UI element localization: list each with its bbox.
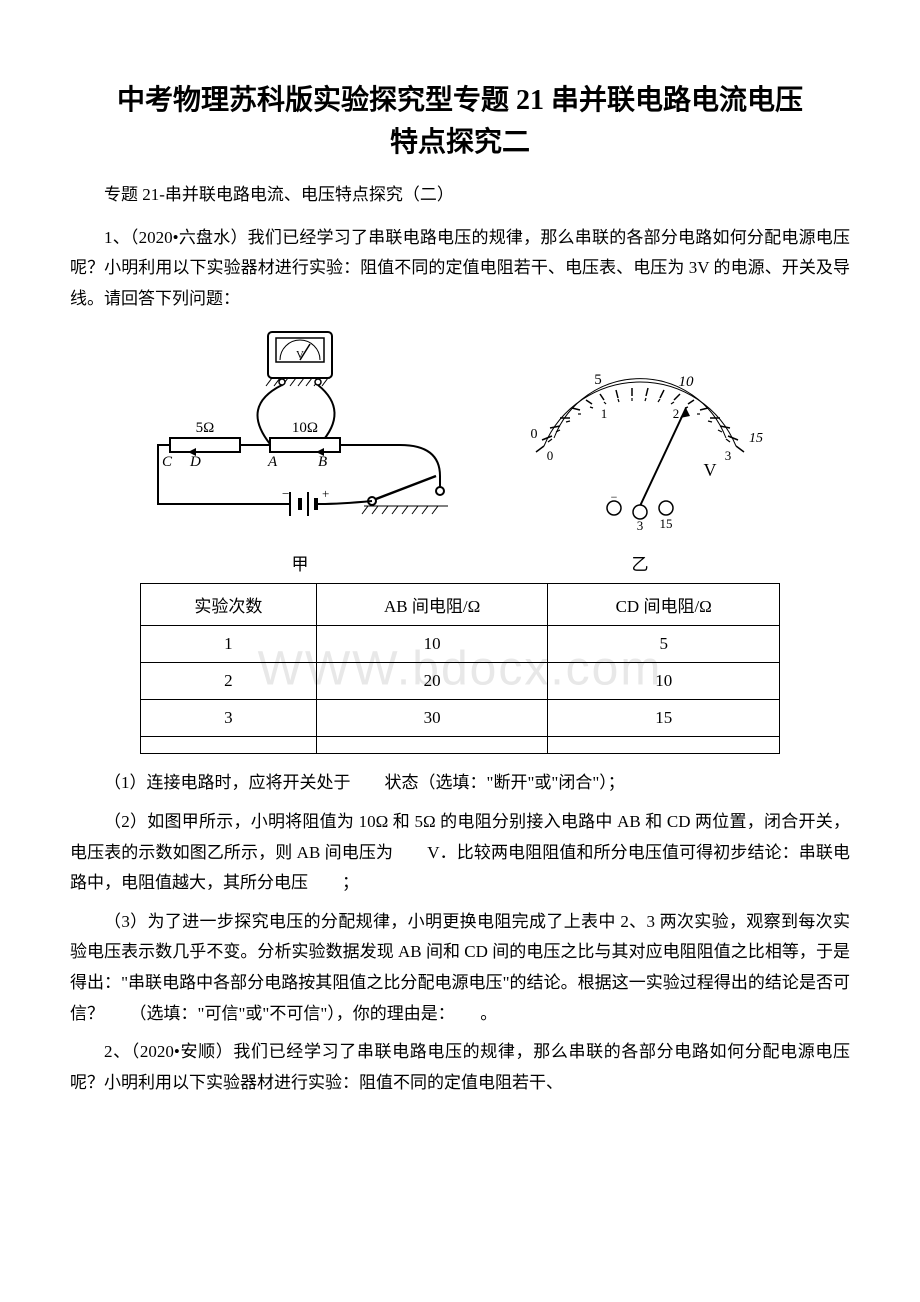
term-3: 3 (637, 518, 644, 533)
title-line1: 中考物理苏科版实验探究型专题 21 串并联电路电流电压 (117, 85, 803, 116)
q1-p2: （2）如图甲所示，小明将阻值为 10Ω 和 5Ω 的电阻分别接入电路中 AB 和… (70, 807, 850, 899)
th-0: 实验次数 (141, 584, 317, 626)
subtitle: 专题 21-串并联电路电流、电压特点探究（二） (70, 180, 850, 211)
q2-intro: 2、（2020•安顺）我们已经学习了串联电路电压的规律，那么串联的各部分电路如何… (70, 1037, 850, 1098)
fig2-label: 乙 (632, 550, 649, 575)
batt-plus: + (322, 486, 329, 501)
table-row (141, 737, 780, 754)
th-2: CD 间电阻/Ω (548, 584, 780, 626)
figure-row: V (70, 326, 850, 575)
table-header-row: 实验次数 AB 间电阻/Ω CD 间电阻/Ω (141, 584, 780, 626)
voltmeter-v: V (296, 349, 304, 361)
scale-top-15: 15 (749, 431, 763, 446)
fig1-label: 甲 (292, 550, 309, 575)
page-title: 中考物理苏科版实验探究型专题 21 串并联电路电流电压 特点探究二 (70, 80, 850, 164)
scale-bot-3: 3 (725, 448, 732, 463)
scale-bot-1: 1 (601, 406, 608, 421)
batt-minus: − (282, 486, 289, 501)
q1-intro: 1、（2020•六盘水）我们已经学习了串联电路电压的规律，那么串联的各部分电路如… (70, 223, 850, 315)
table-row: 3 30 15 (141, 700, 780, 737)
scale-top-5: 5 (594, 372, 602, 388)
figure-circuit-wrap: V (140, 326, 460, 575)
voltmeter-dial: 0 5 10 15 0 1 2 3 V − 3 15 (500, 346, 780, 546)
circuit-diagram: V (140, 326, 460, 546)
figure-meter-wrap: 0 5 10 15 0 1 2 3 V − 3 15 (500, 346, 780, 575)
q1-p1: （1）连接电路时，应将开关处于 状态（选填："断开"或"闭合"）； (70, 768, 850, 799)
r2-label: 10Ω (292, 420, 318, 436)
data-table: 实验次数 AB 间电阻/Ω CD 间电阻/Ω 1 10 5 2 20 10 3 … (140, 583, 780, 754)
th-1: AB 间电阻/Ω (316, 584, 548, 626)
node-c: C (162, 454, 173, 470)
term-15: 15 (660, 516, 673, 531)
meter-unit: V (704, 460, 717, 480)
node-a: A (267, 454, 278, 470)
table-row: 1 10 5 (141, 626, 780, 663)
scale-top-0: 0 (531, 427, 538, 442)
r1-label: 5Ω (196, 420, 215, 436)
node-d: D (189, 454, 201, 470)
node-b: B (318, 454, 327, 470)
q1-p3: （3）为了进一步探究电压的分配规律，小明更换电阻完成了上表中 2、3 两次实验，… (70, 907, 850, 1029)
scale-top-10: 10 (679, 374, 695, 390)
scale-bot-0: 0 (547, 448, 554, 463)
scale-bot-2: 2 (673, 406, 680, 421)
title-line2: 特点探究二 (390, 127, 530, 158)
table-row: 2 20 10 (141, 663, 780, 700)
term-minus: − (611, 490, 618, 504)
